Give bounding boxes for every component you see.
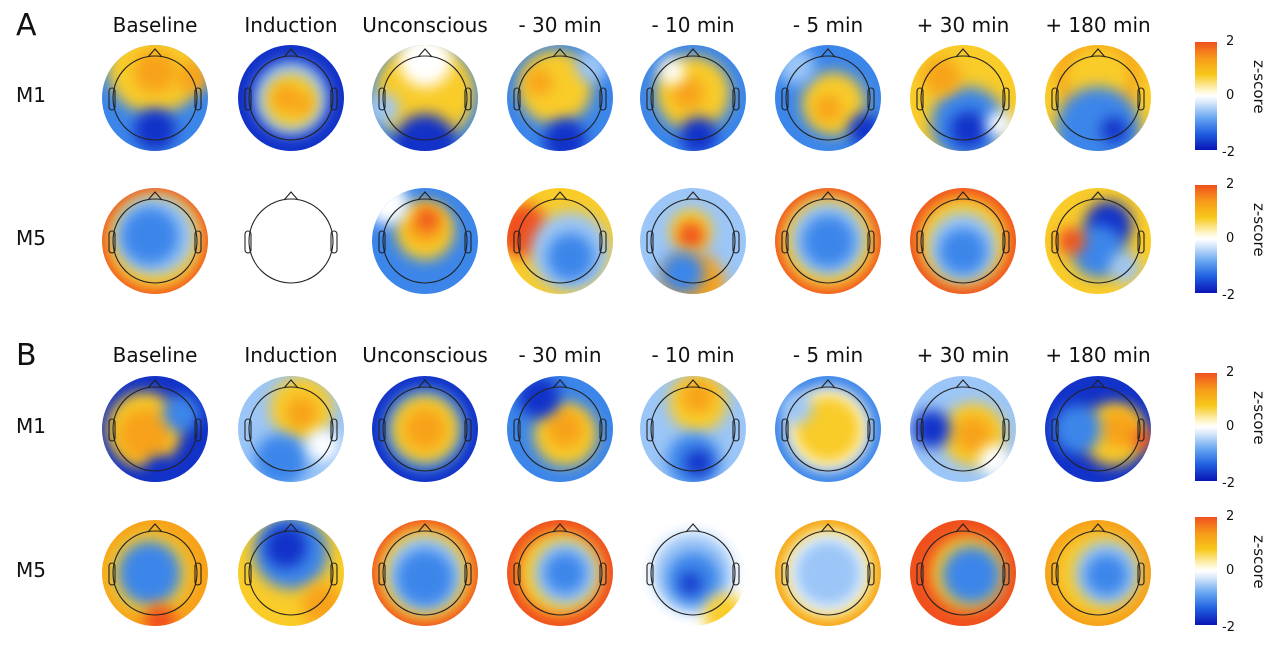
- topographic-map: [1045, 520, 1151, 626]
- topographic-map: [1045, 188, 1151, 294]
- colorbar-label: z-score: [1250, 535, 1268, 589]
- row-label: M1: [16, 83, 46, 107]
- colorbar-tick: 2: [1226, 509, 1235, 524]
- column-header: - 10 min: [651, 13, 735, 37]
- row-label: M5: [16, 226, 46, 250]
- colorbar-tick: -2: [1222, 145, 1235, 160]
- topographic-map: [775, 520, 881, 626]
- topographic-map: [1045, 376, 1151, 482]
- topographic-map: [640, 376, 746, 482]
- topographic-map: [1045, 45, 1151, 151]
- topographic-map: [507, 376, 613, 482]
- topographic-map: [507, 45, 613, 151]
- row-label: M5: [16, 558, 46, 582]
- panel-letter: A: [16, 8, 37, 43]
- column-header: Induction: [244, 13, 338, 37]
- topographic-map: [775, 188, 881, 294]
- topographic-map: [238, 376, 344, 482]
- topographic-map: [102, 45, 208, 151]
- topographic-map: [102, 520, 208, 626]
- topographic-map: [640, 45, 746, 151]
- column-header: Unconscious: [362, 13, 488, 37]
- colorbar-tick: -2: [1222, 476, 1235, 491]
- topographic-map: [372, 45, 478, 151]
- topographic-map: [507, 188, 613, 294]
- topographic-map: [640, 520, 746, 626]
- column-header: - 5 min: [792, 13, 864, 37]
- colorbar-tick: 2: [1226, 34, 1235, 49]
- topographic-map: [775, 376, 881, 482]
- topographic-map: [372, 188, 478, 294]
- colorbar-label: z-score: [1250, 391, 1268, 445]
- topographic-map: [372, 376, 478, 482]
- column-header: + 180 min: [1045, 13, 1151, 37]
- colorbar-tick: -2: [1222, 620, 1235, 635]
- column-header: - 10 min: [651, 343, 735, 367]
- colorbar-label: z-score: [1250, 60, 1268, 114]
- column-header: - 5 min: [792, 343, 864, 367]
- topographic-map: [507, 520, 613, 626]
- topographic-map: [910, 376, 1016, 482]
- topographic-map: [372, 520, 478, 626]
- column-header: + 30 min: [916, 343, 1010, 367]
- topographic-map: [775, 45, 881, 151]
- topographic-map: [910, 520, 1016, 626]
- topographic-map: [238, 520, 344, 626]
- colorbar-tick: 0: [1226, 88, 1235, 103]
- colorbar: [1195, 185, 1217, 293]
- topographic-map: [640, 188, 746, 294]
- column-header: - 30 min: [518, 13, 602, 37]
- topographic-map: [910, 45, 1016, 151]
- topographic-map: [910, 188, 1016, 294]
- column-header: + 180 min: [1045, 343, 1151, 367]
- colorbar-label: z-score: [1250, 203, 1268, 257]
- topographic-map: [102, 188, 208, 294]
- topographic-map: [102, 376, 208, 482]
- column-header: + 30 min: [916, 13, 1010, 37]
- colorbar-tick: 0: [1226, 563, 1235, 578]
- row-label: M1: [16, 414, 46, 438]
- colorbar: [1195, 42, 1217, 150]
- colorbar: [1195, 517, 1217, 625]
- column-header: Baseline: [112, 343, 198, 367]
- colorbar-tick: 0: [1226, 231, 1235, 246]
- column-header: Induction: [244, 343, 338, 367]
- colorbar: [1195, 373, 1217, 481]
- topographic-map: [238, 45, 344, 151]
- column-header: Unconscious: [362, 343, 488, 367]
- colorbar-tick: 2: [1226, 365, 1235, 380]
- column-header: - 30 min: [518, 343, 602, 367]
- colorbar-tick: 0: [1226, 419, 1235, 434]
- colorbar-tick: 2: [1226, 177, 1235, 192]
- column-header: Baseline: [112, 13, 198, 37]
- panel-letter: B: [16, 338, 37, 373]
- head-outline-icon: [236, 183, 346, 293]
- colorbar-tick: -2: [1222, 288, 1235, 303]
